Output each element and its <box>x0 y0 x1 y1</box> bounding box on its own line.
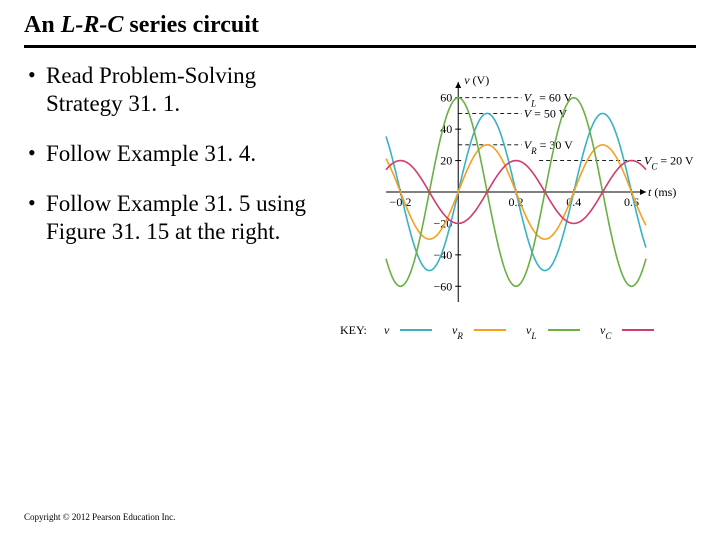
svg-text:−60: −60 <box>433 279 452 293</box>
title-rule <box>24 45 696 48</box>
bullet-item: Follow Example 31. 5 using Figure 31. 15… <box>24 190 328 246</box>
copyright-text: Copyright © 2012 Pearson Education Inc. <box>24 512 175 522</box>
title-prefix: An <box>24 12 61 38</box>
svg-text:VR = 30 V: VR = 30 V <box>524 138 573 156</box>
svg-text:t (ms): t (ms) <box>648 185 676 199</box>
svg-text:VC = 20 V: VC = 20 V <box>644 154 694 172</box>
svg-text:−0.2: −0.2 <box>390 195 412 209</box>
bullet-item: Read Problem-Solving Strategy 31. 1. <box>24 62 328 118</box>
svg-text:60: 60 <box>440 91 452 105</box>
svg-text:20: 20 <box>440 154 452 168</box>
lrc-chart: 204060−20−40−60−0.20.20.40.6v (V)t (ms)V… <box>336 62 696 362</box>
svg-text:vR: vR <box>452 323 463 341</box>
slide: An L-R-C series circuit Read Problem-Sol… <box>0 0 720 540</box>
bullet-item: Follow Example 31. 4. <box>24 140 328 168</box>
title-suffix: series circuit <box>123 12 259 38</box>
svg-text:KEY:: KEY: <box>340 323 367 337</box>
svg-text:v: v <box>384 323 390 337</box>
svg-text:vL: vL <box>526 323 536 341</box>
figure-wrap: 204060−20−40−60−0.20.20.40.6v (V)t (ms)V… <box>336 62 696 362</box>
title-italic: L-R-C <box>61 12 124 38</box>
slide-title: An L-R-C series circuit <box>24 12 696 45</box>
content-row: Read Problem-Solving Strategy 31. 1. Fol… <box>24 62 696 362</box>
svg-text:v (V): v (V) <box>464 73 489 87</box>
bullet-list: Read Problem-Solving Strategy 31. 1. Fol… <box>24 62 328 362</box>
svg-text:vC: vC <box>600 323 612 341</box>
